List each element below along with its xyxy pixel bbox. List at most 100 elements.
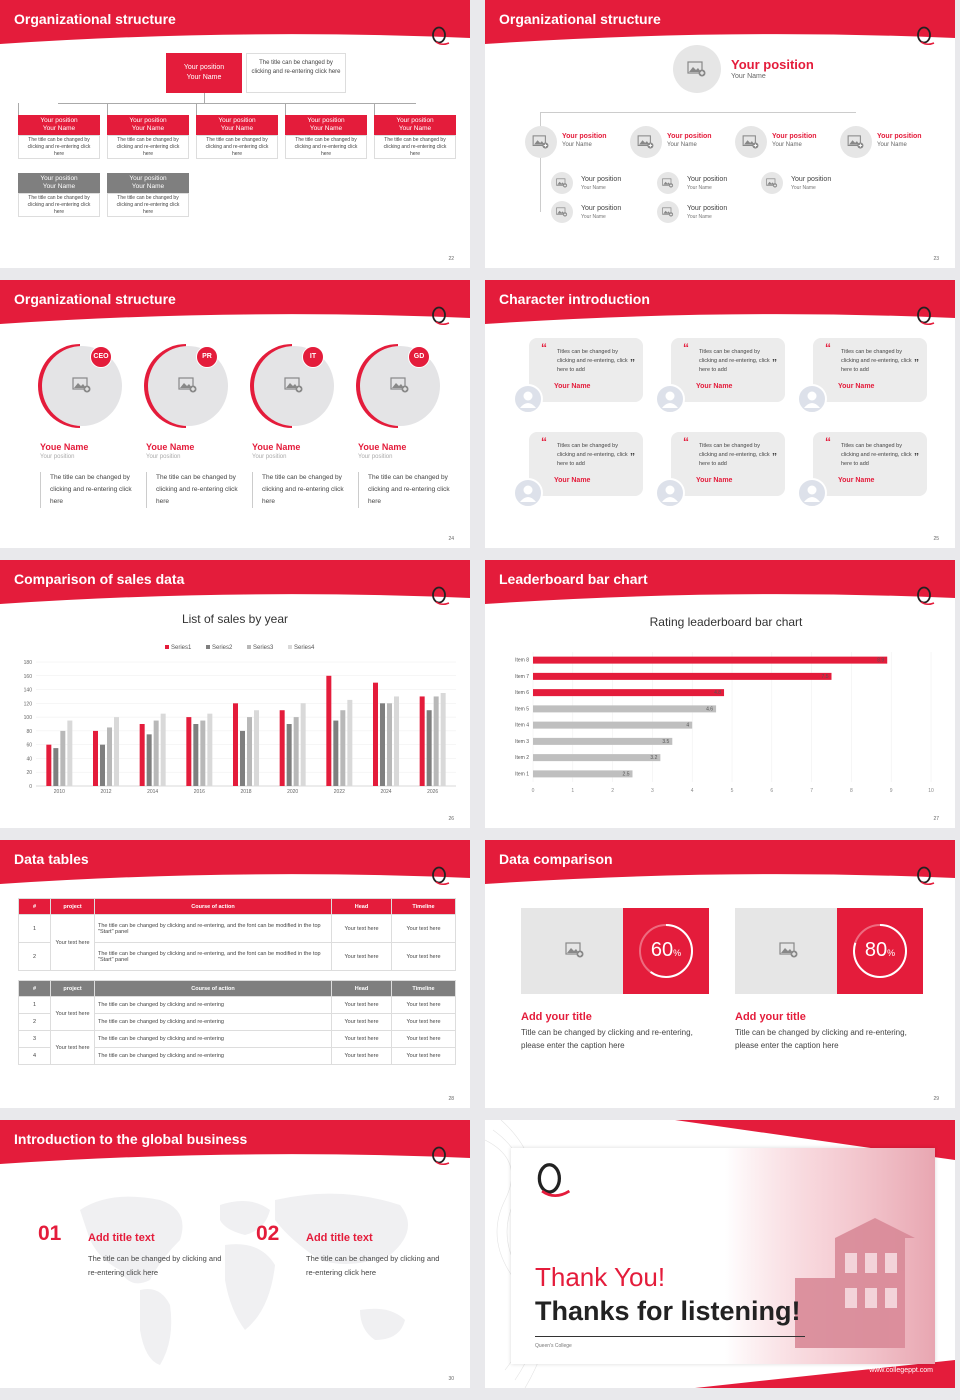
item-title: Add your title xyxy=(735,1011,806,1023)
bar-mark xyxy=(333,720,339,786)
quote-open-icon: “ xyxy=(683,435,689,449)
x-tick-label: 10 xyxy=(928,788,934,794)
person-desc: The title can be changed by clicking and… xyxy=(50,474,132,505)
position-label: Your position xyxy=(687,205,728,212)
position-desc: The title can be changed by clicking and… xyxy=(18,193,100,217)
slide-23: Organizational structure Your position Y… xyxy=(485,0,955,268)
page-number: 29 xyxy=(933,1096,939,1102)
x-tick-label: 3 xyxy=(651,788,654,794)
position-desc: The title can be changed by clicking and… xyxy=(107,135,189,159)
x-tick-label: 4 xyxy=(691,788,694,794)
q-logo-icon xyxy=(537,1163,571,1197)
person-desc: The title can be changed by clicking and… xyxy=(262,474,344,505)
position-label: Your position xyxy=(877,133,922,140)
position-label: Your position xyxy=(581,176,622,183)
legend-label: Series3 xyxy=(253,645,274,651)
bar-mark xyxy=(160,713,166,786)
user-avatar-icon xyxy=(797,478,827,508)
y-tick-label: 160 xyxy=(24,674,33,680)
slide-title: Character introduction xyxy=(499,291,650,307)
item-number: 01 xyxy=(38,1222,62,1245)
bar-mark xyxy=(46,744,52,786)
x-tick-label: 6 xyxy=(770,788,773,794)
quote-open-icon: “ xyxy=(541,341,547,355)
name-label: Your Name xyxy=(687,185,712,191)
quote-name: Your Name xyxy=(554,383,591,390)
legend-swatch xyxy=(247,645,251,649)
data-label: 8.9 xyxy=(877,658,884,664)
position-label: Your position xyxy=(791,176,832,183)
position-box: Your position Your Name xyxy=(374,115,456,135)
bar-mark xyxy=(373,682,378,786)
bar-mark xyxy=(200,720,206,786)
bar-mark xyxy=(100,744,105,786)
header-band xyxy=(0,560,470,604)
q-logo-icon xyxy=(432,306,450,326)
quote-card: “ ” Titles can be changed by clicking and … xyxy=(813,432,927,496)
data-label: 3.2 xyxy=(650,755,657,761)
x-tick-label: 2020 xyxy=(287,789,298,795)
bar-mark xyxy=(53,748,59,786)
bar-mark xyxy=(60,730,66,786)
role-badge: CEO xyxy=(90,346,112,368)
quote-text: Titles can be changed by clicking and re… xyxy=(557,443,628,467)
bar-mark xyxy=(533,689,725,697)
bar-mark xyxy=(240,730,245,786)
percent-box xyxy=(837,908,923,994)
bar-mark xyxy=(380,703,385,786)
quote-name: Your Name xyxy=(696,477,733,484)
quote-close-icon: ” xyxy=(630,452,635,463)
x-tick-label: 5 xyxy=(731,788,734,794)
bar-mark xyxy=(186,717,192,786)
data-label: 7.5 xyxy=(822,674,829,680)
bar-mark xyxy=(279,710,285,786)
x-tick-label: 2022 xyxy=(334,789,345,795)
page-number: 25 xyxy=(933,536,939,542)
page-number: 28 xyxy=(448,1096,454,1102)
bar-mark xyxy=(107,727,112,786)
bar-mark xyxy=(67,720,73,786)
image-placeholder-icon xyxy=(687,61,706,77)
legend-swatch xyxy=(165,645,169,649)
image-placeholder-icon xyxy=(847,135,864,149)
item-title: Add title text xyxy=(306,1232,373,1244)
bar-mark xyxy=(207,713,213,786)
image-placeholder-icon xyxy=(532,135,549,149)
bar-mark xyxy=(387,703,392,786)
quote-open-icon: “ xyxy=(683,341,689,355)
position-label: Your position xyxy=(581,205,622,212)
data-label: 4.8 xyxy=(714,690,721,696)
x-tick-label: 1 xyxy=(571,788,574,794)
x-tick-label: 2016 xyxy=(194,789,205,795)
person-name: Youe Name xyxy=(146,442,195,452)
bar-mark xyxy=(533,737,673,745)
quote-text: Titles can be changed by clicking and re… xyxy=(841,349,912,373)
header-band xyxy=(485,840,955,884)
world-map-icon xyxy=(80,1193,408,1365)
person-position: Your position xyxy=(40,454,75,460)
person-name: Youe Name xyxy=(252,442,301,452)
x-tick-label: 7 xyxy=(810,788,813,794)
y-tick-label: 40 xyxy=(26,756,32,762)
y-tick-label: 80 xyxy=(26,729,32,735)
bar-mark xyxy=(347,699,353,786)
header-band xyxy=(0,0,470,44)
slide-title: Data tables xyxy=(14,851,89,867)
name-label: Your Name xyxy=(877,142,907,148)
person-name: Youe Name xyxy=(358,442,407,452)
user-avatar-icon xyxy=(797,384,827,414)
position-box: Your position Your Name xyxy=(107,115,189,135)
name-label: Your Name xyxy=(667,142,697,148)
quote-open-icon: “ xyxy=(825,341,831,355)
position-desc: The title can be changed by clicking and… xyxy=(374,135,456,159)
header-band xyxy=(485,560,955,604)
bar-mark xyxy=(340,710,346,786)
user-avatar-icon xyxy=(655,384,685,414)
bar-mark xyxy=(533,656,888,664)
item-desc: Title can be changed by clicking and re-… xyxy=(521,1028,693,1050)
image-placeholder-icon xyxy=(565,942,584,958)
slide-title: Introduction to the global business xyxy=(14,1131,248,1147)
name-label: Your Name xyxy=(562,142,592,148)
slide-title: Organizational structure xyxy=(14,291,176,307)
person-name: Youe Name xyxy=(40,442,89,452)
